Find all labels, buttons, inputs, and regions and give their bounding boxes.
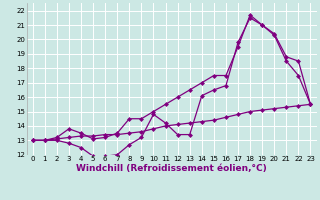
X-axis label: Windchill (Refroidissement éolien,°C): Windchill (Refroidissement éolien,°C) — [76, 164, 267, 173]
